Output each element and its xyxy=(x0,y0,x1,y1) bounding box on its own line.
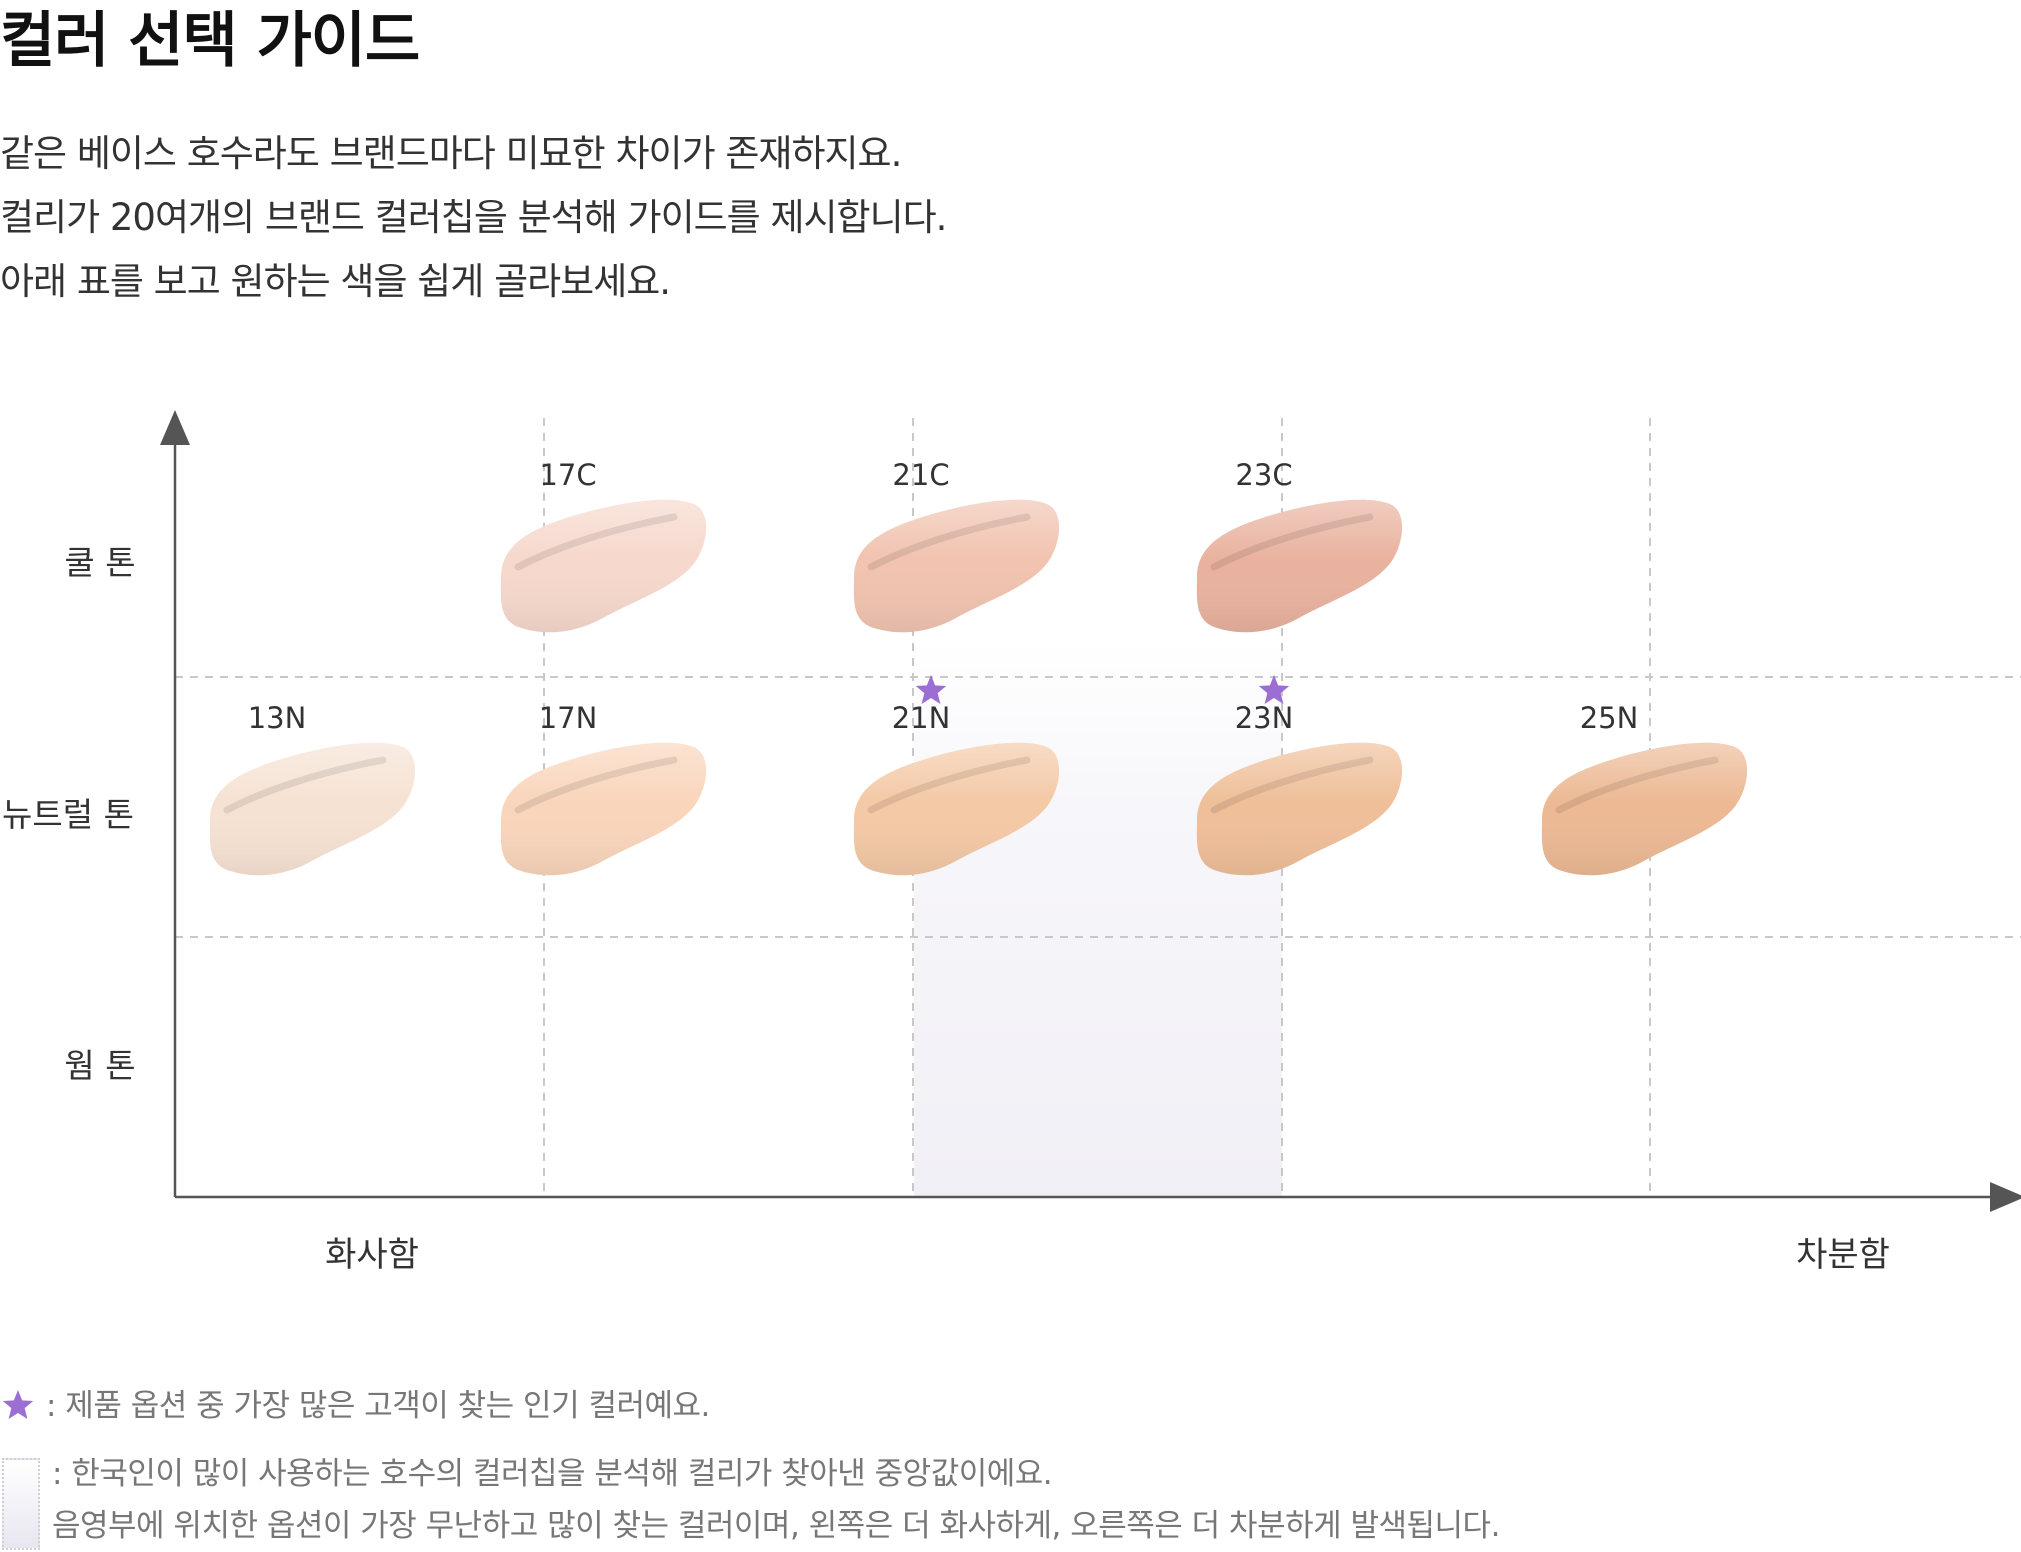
swatch-sheen xyxy=(1541,742,1748,876)
swatch-13n[interactable] xyxy=(209,742,416,876)
swatch-label: 13N xyxy=(248,701,307,735)
swatch-streak xyxy=(867,513,1031,571)
swatch-label: 25N xyxy=(1580,701,1639,735)
description: 같은 베이스 호수라도 브랜드마다 미묘한 차이가 존재하지요. 컬리가 20여… xyxy=(0,122,947,314)
swatch-sheen xyxy=(853,499,1060,633)
description-line: 같은 베이스 호수라도 브랜드마다 미묘한 차이가 존재하지요. xyxy=(0,132,902,175)
row-label-warm: 웜 톤 xyxy=(64,1046,135,1085)
page-title: 컬러 선택 가이드 xyxy=(0,6,420,76)
swatch-sheen xyxy=(1196,499,1403,633)
swatch-label: 23N xyxy=(1235,701,1294,735)
swatch-streak xyxy=(1555,756,1719,814)
swatch-17n[interactable] xyxy=(500,742,707,876)
swatch-label: 17C xyxy=(539,458,596,492)
swatch-sheen xyxy=(500,742,707,876)
legend-star-text: : 제품 옵션 중 가장 많은 고객이 찾는 인기 컬러예요. xyxy=(46,1388,710,1424)
legend-shade-row: : 한국인이 많이 사용하는 호수의 컬러칩을 분석해 컬리가 찾아낸 중앙값이… xyxy=(0,1448,1500,1552)
swatch-sheen xyxy=(1196,742,1403,876)
color-guide-chart: 쿨 톤 뉴트럴 톤 웜 톤 화사함 차분함 17C 21C 23C 13N 17N 21N… xyxy=(2,410,2021,1275)
swatch-23c[interactable] xyxy=(1196,499,1403,633)
swatch-25n[interactable] xyxy=(1541,742,1748,876)
swatch-17c[interactable] xyxy=(500,499,707,633)
swatch-streak xyxy=(514,513,678,571)
description-line: 컬리가 20여개의 브랜드 컬러칩을 분석해 가이드를 제시합니다. xyxy=(0,196,947,239)
legend-shade-text-1: : 한국인이 많이 사용하는 호수의 컬러칩을 분석해 컬리가 찾아낸 중앙값이… xyxy=(52,1456,1053,1492)
swatch-streak xyxy=(1210,513,1374,571)
row-label-cool: 쿨 톤 xyxy=(64,543,135,582)
swatch-streak xyxy=(514,756,678,814)
row-label-neutral: 뉴트럴 톤 xyxy=(2,795,134,834)
swatch-sheen xyxy=(500,499,707,633)
star-icon xyxy=(0,1380,46,1432)
swatch-label: 17N xyxy=(539,701,598,735)
swatch-label: 21C xyxy=(892,458,949,492)
swatch-21c[interactable] xyxy=(853,499,1060,633)
x-label-bright: 화사함 xyxy=(325,1235,419,1275)
popular-star-icon xyxy=(915,675,947,704)
shade-swatch-icon xyxy=(2,1458,40,1550)
swatch-streak xyxy=(223,756,387,814)
swatch-sheen xyxy=(853,742,1060,876)
swatch-21n[interactable] xyxy=(853,742,1060,876)
median-shade-area xyxy=(914,640,1282,1197)
swatch-label: 23C xyxy=(1235,458,1292,492)
legend-shade-text-2: 음영부에 위치한 옵션이 가장 무난하고 많이 찾는 컬러이며, 왼쪽은 더 화… xyxy=(52,1508,1500,1544)
swatch-label: 21N xyxy=(892,701,951,735)
description-line: 아래 표를 보고 원하는 색을 쉽게 골라보세요. xyxy=(0,260,671,303)
legend-star-row: : 제품 옵션 중 가장 많은 고객이 찾는 인기 컬러예요. xyxy=(0,1380,710,1432)
swatch-streak xyxy=(867,756,1031,814)
swatch-23n[interactable] xyxy=(1196,742,1403,876)
x-label-calm: 차분함 xyxy=(1796,1235,1890,1275)
popular-star-icon xyxy=(1258,675,1290,704)
swatch-streak xyxy=(1210,756,1374,814)
swatch-sheen xyxy=(209,742,416,876)
